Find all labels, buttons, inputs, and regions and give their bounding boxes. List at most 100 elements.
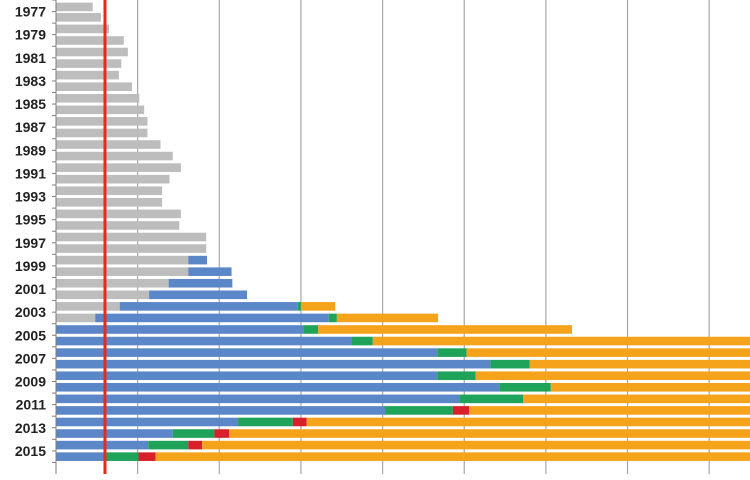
y-tick-label: 1987: [15, 119, 46, 135]
y-tick-label: 2001: [15, 281, 46, 297]
bar-segment-orange: [523, 394, 750, 404]
bar-segment-blue: [188, 267, 232, 276]
y-tick-label: 2007: [15, 350, 46, 366]
bar-segment-blue: [56, 452, 106, 461]
bar-segment-gray: [56, 2, 93, 12]
bar-segment-gray: [56, 47, 128, 57]
y-tick-label: 1979: [15, 27, 46, 43]
bar-segment-orange: [529, 359, 750, 369]
bar-segment-blue: [56, 371, 438, 381]
bar-segment-gray: [56, 151, 173, 161]
bar-segment-blue: [168, 278, 233, 288]
bar-segment-gray: [56, 24, 110, 34]
bar-segment-green: [238, 417, 293, 427]
bar-segment-orange: [300, 302, 336, 311]
bar-segment-gray: [56, 163, 181, 172]
bar-segment-red: [138, 452, 156, 461]
y-tick-label: 1993: [15, 189, 46, 205]
bar-segment-gray: [56, 209, 181, 219]
y-tick-label: 1999: [15, 258, 46, 274]
y-tick-label: 2013: [15, 420, 46, 436]
y-tick-label: 1995: [15, 212, 46, 228]
bars: [56, 2, 750, 461]
bar-segment-gray: [56, 93, 140, 103]
bar-segment-green: [459, 394, 524, 404]
bar-segment-gray: [56, 302, 120, 311]
bar-segment-red: [188, 440, 203, 450]
bar-segment-blue: [56, 348, 438, 357]
bar-segment-gray: [56, 313, 96, 323]
bar-segment-blue: [149, 290, 248, 300]
bar-segment-green: [490, 359, 530, 369]
y-tick-label: 1983: [15, 73, 46, 89]
bar-segment-green: [303, 325, 319, 334]
bar-segment-blue: [56, 336, 352, 346]
bar-segment-gray: [56, 70, 119, 80]
bar-segment-blue: [56, 359, 491, 369]
bar-segment-gray: [56, 232, 207, 242]
bar-segment-green: [499, 382, 551, 392]
bar-segment-red: [292, 417, 307, 427]
bar-segment-gray: [56, 267, 189, 276]
bar-segment-green: [351, 336, 373, 346]
bar-segment-gray: [56, 82, 132, 92]
y-tick-label: 2011: [16, 397, 47, 413]
y-tick-label: 2009: [15, 374, 46, 390]
bar-segment-gray: [56, 140, 161, 149]
bar-segment-blue: [56, 429, 173, 438]
bar-segment-orange: [306, 417, 750, 427]
bar-segment-blue: [188, 255, 208, 265]
y-tick-label: 2015: [15, 443, 46, 459]
bar-segment-blue: [95, 313, 329, 323]
grid-lines: [137, 0, 710, 474]
bar-segment-orange: [469, 406, 750, 415]
bar-segment-green: [172, 429, 215, 438]
bar-segment-orange: [318, 325, 573, 334]
bar-segment-gray: [56, 59, 122, 68]
y-tick-label: 1989: [15, 142, 46, 158]
bar-segment-blue: [56, 406, 386, 415]
bar-segment-gray: [56, 198, 163, 207]
bar-segment-orange: [475, 371, 750, 381]
bar-segment-gray: [56, 13, 101, 22]
bar-segment-orange: [466, 348, 750, 357]
y-tick-label: 1991: [15, 165, 46, 181]
y-tick-label: 1997: [15, 235, 46, 251]
bar-segment-orange: [372, 336, 750, 346]
bar-segment-gray: [56, 244, 207, 253]
bar-segment-gray: [56, 117, 148, 126]
bar-segment-gray: [56, 128, 148, 138]
bar-segment-gray: [56, 221, 180, 230]
bar-segment-blue: [56, 417, 239, 427]
bar-segment-green: [148, 440, 189, 450]
bar-segment-gray: [56, 255, 189, 265]
bar-segment-blue: [119, 302, 298, 311]
bar-segment-green: [437, 348, 467, 357]
bar-segment-blue: [56, 440, 149, 450]
y-tick-label: 1977: [15, 4, 46, 20]
bar-segment-blue: [56, 394, 460, 404]
y-tick-label: 1981: [15, 50, 46, 66]
bar-segment-orange: [202, 440, 750, 450]
bar-segment-green: [385, 406, 453, 415]
bar-segment-orange: [155, 452, 750, 461]
bar-segment-gray: [56, 36, 124, 45]
bar-segment-blue: [56, 382, 500, 392]
bar-segment-orange: [229, 429, 750, 438]
bar-segment-gray: [56, 174, 170, 184]
bar-segment-orange: [550, 382, 750, 392]
y-axis: [52, 0, 57, 474]
y-tick-label: 2005: [15, 327, 46, 343]
bar-segment-gray: [56, 105, 145, 115]
bar-segment-green: [437, 371, 476, 381]
tick-labels: 1977 1979 1981 1983 1985 1987 1989 1991 1993 1995…: [15, 4, 46, 459]
y-tick-label: 2003: [15, 304, 46, 320]
y-tick-label: 1985: [15, 96, 46, 112]
bar-segment-gray: [56, 290, 150, 300]
bar-segment-red: [452, 406, 470, 415]
bar-segment-green: [297, 302, 301, 311]
bar-segment-orange: [336, 313, 439, 323]
bar-segment-green: [328, 313, 337, 323]
bar-segment-gray: [56, 186, 163, 196]
